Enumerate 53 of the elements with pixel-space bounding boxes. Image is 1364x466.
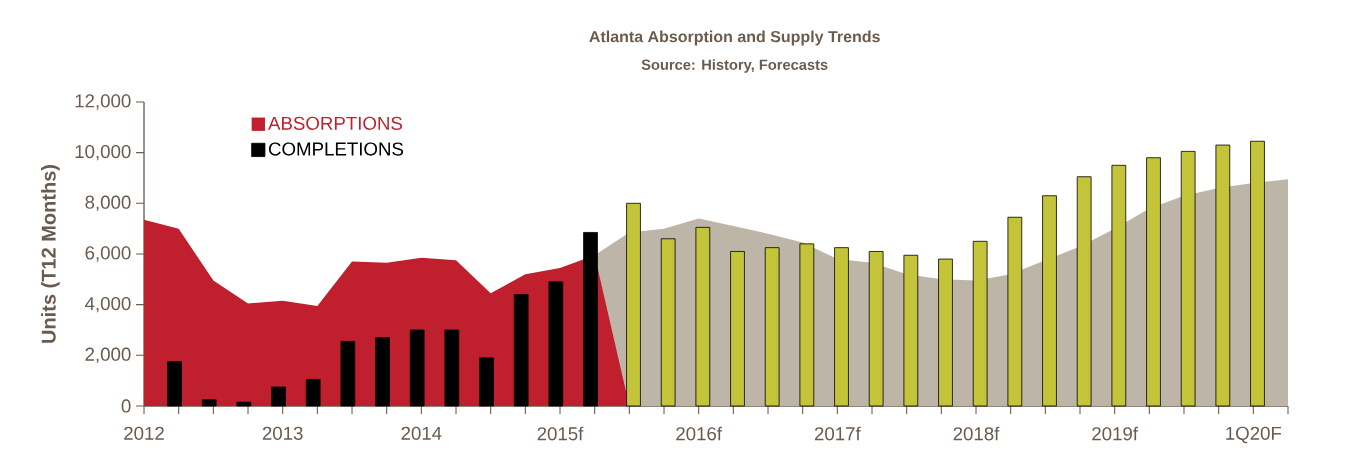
y-tick-label: 2,000 <box>85 347 131 364</box>
bar <box>1250 140 1265 407</box>
bar <box>1180 150 1196 407</box>
bar <box>660 238 676 407</box>
bar <box>903 254 919 407</box>
bar <box>1146 157 1161 407</box>
bar <box>972 240 988 407</box>
y-tick-label: 6,000 <box>85 246 131 262</box>
x-tick-label: 2015f <box>537 426 584 441</box>
y-tick-label: 0 <box>121 399 131 413</box>
bar <box>938 258 953 407</box>
bar <box>375 337 390 407</box>
bar <box>340 340 356 407</box>
chart-subtitle: Source: History, Forecasts <box>641 59 828 73</box>
bar <box>626 202 641 407</box>
bar <box>201 399 217 407</box>
x-tick-label: 2018f <box>953 426 1000 441</box>
x-tick-label: 2013 <box>262 426 303 440</box>
bar <box>1042 195 1057 407</box>
bar <box>730 251 745 407</box>
legend-label: ABSORPTIONS <box>268 116 403 130</box>
bar <box>1111 164 1127 407</box>
bar <box>513 294 529 407</box>
x-tick-label: 2019f <box>1092 426 1139 441</box>
y-tick-label: 8,000 <box>85 195 131 212</box>
bar <box>444 329 460 407</box>
bar <box>799 243 815 407</box>
x-tick-label: 2014 <box>401 426 442 440</box>
bar <box>764 247 780 407</box>
y-tick-label: 4,000 <box>85 296 131 313</box>
bar <box>695 226 711 407</box>
bar <box>1076 176 1092 407</box>
bar <box>305 378 321 407</box>
x-tick-label: 2012 <box>124 426 164 440</box>
bar <box>409 329 425 407</box>
bar <box>583 232 598 407</box>
x-tick-label: 2016f <box>676 426 723 441</box>
bar <box>236 401 252 407</box>
bar <box>479 357 494 407</box>
bar <box>548 281 564 407</box>
bar <box>868 251 884 407</box>
legend-label: COMPLETIONS <box>268 142 404 156</box>
chart-title: Atlanta Absorption and Supply Trends <box>589 30 880 46</box>
x-tick-label: 1Q20F <box>1226 426 1282 444</box>
bar <box>167 361 182 407</box>
bar <box>1215 144 1231 407</box>
x-tick-label: 2017f <box>814 426 861 441</box>
bar <box>271 386 286 407</box>
y-axis-title: Units (T12 Months) <box>41 165 60 343</box>
bar <box>834 247 849 407</box>
y-tick-label: 12,000 <box>75 94 131 110</box>
bar <box>1007 216 1023 407</box>
y-tick-label: 10,000 <box>75 144 131 161</box>
